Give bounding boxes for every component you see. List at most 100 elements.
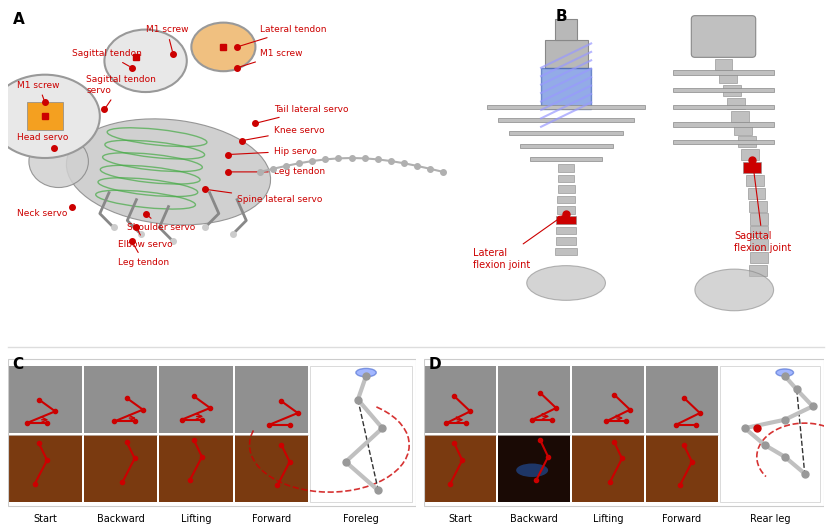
Text: Sagittal tendon: Sagittal tendon (72, 49, 142, 66)
Text: M1 screw: M1 screw (17, 80, 60, 100)
Text: Start: Start (448, 514, 473, 524)
Bar (750, 252, 768, 263)
Circle shape (776, 369, 794, 376)
Bar (235, 435, 308, 502)
Bar (509, 131, 623, 136)
Bar (27, 103, 63, 130)
Bar (750, 214, 768, 225)
Circle shape (0, 75, 100, 158)
Text: Sagittal
flexion joint: Sagittal flexion joint (735, 164, 791, 252)
Bar (530, 157, 602, 161)
Bar (556, 248, 577, 255)
Bar (673, 139, 774, 144)
Circle shape (191, 23, 255, 71)
Text: D: D (428, 358, 441, 372)
Bar (749, 200, 767, 212)
Bar (159, 366, 233, 433)
Text: Elbow servo: Elbow servo (118, 230, 173, 249)
Text: M1 screw: M1 screw (240, 49, 303, 67)
Bar (424, 435, 496, 502)
Bar (673, 122, 774, 127)
Text: Forward: Forward (252, 514, 291, 524)
Bar (558, 175, 574, 183)
Text: Head servo: Head servo (17, 133, 69, 148)
Text: Neck servo: Neck servo (17, 207, 72, 218)
Text: Backward: Backward (97, 514, 144, 524)
Bar (744, 162, 761, 173)
Text: Spine lateral servo: Spine lateral servo (208, 190, 323, 204)
Text: Lateral tendon: Lateral tendon (240, 25, 326, 46)
Bar (730, 110, 749, 122)
Text: Knee servo: Knee servo (245, 126, 324, 140)
Bar (719, 72, 736, 83)
Bar (723, 85, 740, 96)
Bar (745, 175, 764, 186)
Bar (738, 136, 755, 147)
Text: B: B (556, 9, 567, 24)
Bar (556, 19, 577, 40)
Bar (572, 435, 644, 502)
Ellipse shape (67, 119, 270, 225)
Bar (735, 124, 752, 135)
Bar (424, 359, 824, 505)
Text: Backward: Backward (510, 514, 558, 524)
Text: A: A (13, 12, 25, 27)
Bar (673, 70, 774, 75)
Bar (740, 149, 759, 160)
Text: Tail lateral servo: Tail lateral servo (258, 105, 349, 123)
Bar (720, 366, 820, 502)
Bar (519, 144, 612, 148)
Bar (750, 226, 768, 237)
Bar (424, 366, 496, 433)
Circle shape (105, 29, 187, 92)
Bar (750, 239, 768, 250)
Bar (556, 227, 576, 235)
Text: Hip servo: Hip servo (230, 147, 317, 156)
Bar (541, 68, 592, 109)
Bar (715, 59, 732, 70)
Text: Foreleg: Foreleg (343, 514, 379, 524)
Ellipse shape (695, 269, 774, 311)
Bar (557, 216, 576, 224)
Bar (748, 188, 765, 199)
Ellipse shape (29, 135, 88, 187)
FancyBboxPatch shape (691, 16, 755, 57)
Text: Leg tendon: Leg tendon (118, 244, 169, 267)
Circle shape (516, 463, 548, 477)
Text: Leg tendon: Leg tendon (230, 167, 324, 176)
Bar (84, 435, 157, 502)
Text: Shoulder servo: Shoulder servo (127, 215, 196, 232)
Bar (557, 206, 576, 214)
Text: Rear leg: Rear leg (750, 514, 790, 524)
Bar (498, 366, 570, 433)
Bar (8, 359, 416, 505)
Text: M1 screw: M1 screw (146, 25, 188, 51)
Text: Lifting: Lifting (592, 514, 623, 524)
Bar (557, 196, 575, 203)
Circle shape (356, 368, 376, 377)
Bar (84, 366, 157, 433)
Bar (8, 435, 82, 502)
Bar (498, 118, 634, 123)
Bar (498, 435, 570, 502)
Bar (488, 105, 645, 109)
Bar (8, 366, 82, 433)
Bar (545, 40, 587, 68)
Bar (557, 185, 575, 193)
Bar (310, 366, 412, 502)
Bar (159, 435, 233, 502)
Bar (235, 366, 308, 433)
Bar (749, 265, 766, 276)
Text: Start: Start (33, 514, 57, 524)
Text: Lateral
flexion joint: Lateral flexion joint (473, 216, 562, 270)
Bar (727, 98, 745, 109)
Ellipse shape (527, 266, 606, 300)
Text: C: C (12, 358, 23, 372)
Bar (673, 105, 774, 109)
Text: Sagittal tendon
servo: Sagittal tendon servo (87, 75, 156, 107)
Bar (646, 366, 718, 433)
Bar (556, 237, 577, 245)
Bar (673, 87, 774, 92)
Text: Lifting: Lifting (181, 514, 211, 524)
Bar (646, 435, 718, 502)
